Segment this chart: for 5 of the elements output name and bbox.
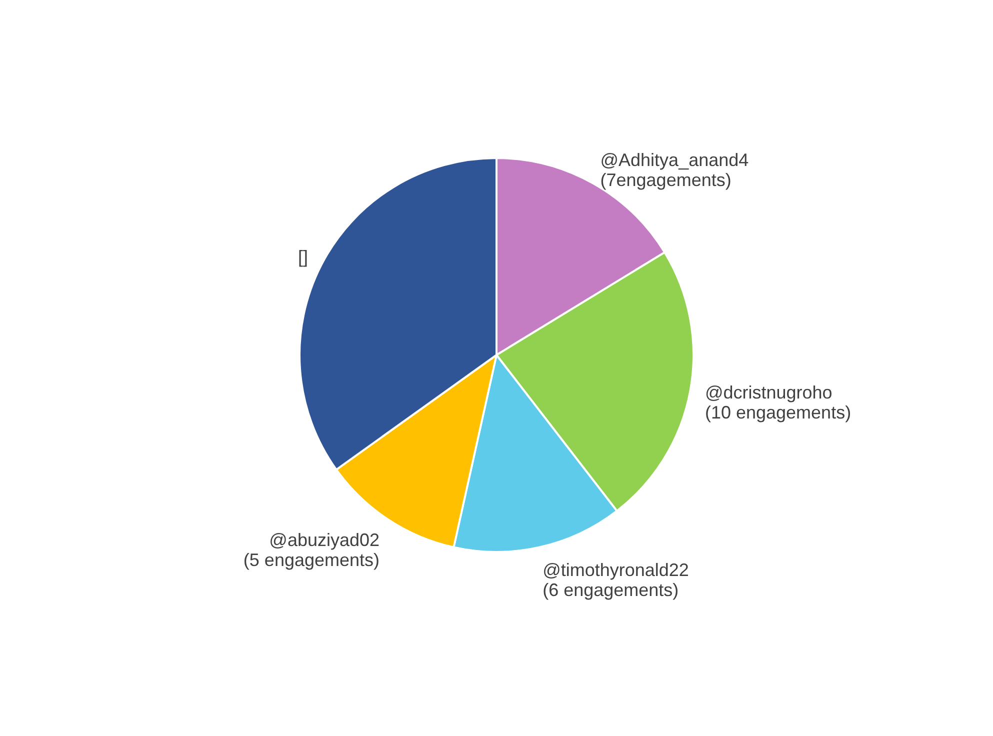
slice-label: @abuziyad02 (5 engagements) <box>243 530 380 570</box>
slice-label: @timothyronald22 (6 engagements) <box>542 560 689 600</box>
slice-label: @dcristnugroho (10 engagements) <box>704 382 852 423</box>
slice-label: [] <box>298 247 308 268</box>
slice-label: @Adhitya_anand4 (7engagements) <box>600 150 749 190</box>
